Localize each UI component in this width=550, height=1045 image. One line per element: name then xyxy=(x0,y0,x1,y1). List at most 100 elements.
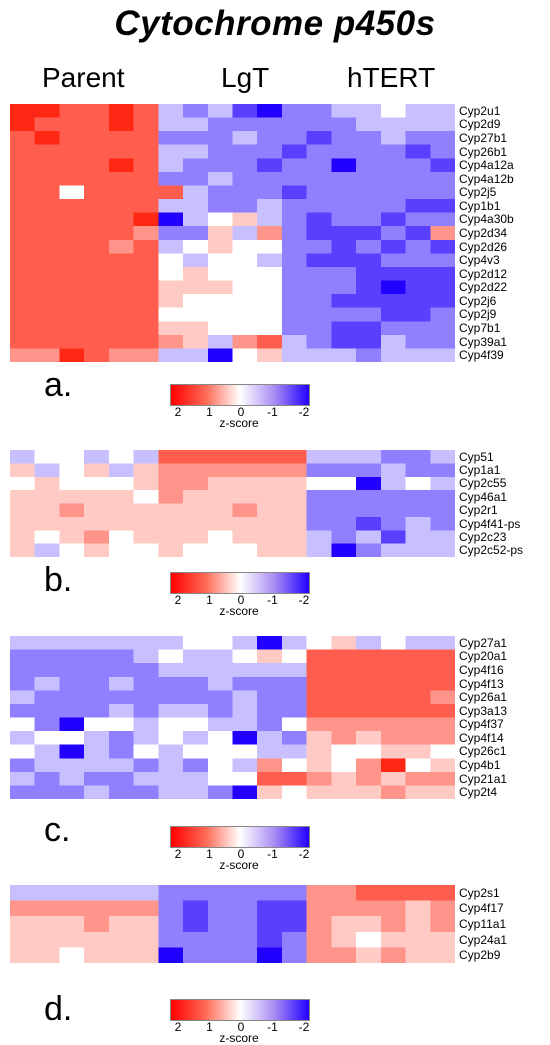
heatmap-cell xyxy=(59,463,85,478)
heatmap-cell xyxy=(306,307,332,322)
heatmap-cell xyxy=(34,266,61,282)
heatmap-cell xyxy=(34,450,61,464)
heatmap-cell xyxy=(356,334,382,350)
heatmap-cell xyxy=(405,649,431,664)
heatmap-cell xyxy=(84,649,110,664)
heatmap-cell xyxy=(34,131,61,146)
heatmap-cell xyxy=(430,321,455,336)
heatmap-cell xyxy=(356,885,382,902)
heatmap-cell xyxy=(306,785,332,799)
heatmap-cell xyxy=(430,636,455,651)
heatmap-cell xyxy=(306,239,332,254)
heatmap-cell xyxy=(34,690,61,705)
heatmap-cell xyxy=(405,785,431,799)
legend-tick: 0 xyxy=(237,1020,245,1034)
heatmap-cell xyxy=(331,226,357,241)
heatmap-cell xyxy=(10,703,36,719)
heatmap-cell xyxy=(380,348,407,362)
heatmap-cell xyxy=(430,212,455,227)
gene-label: Cyp2s1 xyxy=(459,885,500,900)
heatmap-cell xyxy=(405,131,431,146)
heatmap-cell xyxy=(405,916,431,933)
heatmap-cell xyxy=(207,900,234,917)
heatmap-cell xyxy=(133,212,159,227)
heatmap-cell xyxy=(133,307,159,322)
heatmap-cell xyxy=(232,226,258,241)
heatmap-cell xyxy=(59,503,85,518)
heatmap-cell xyxy=(257,503,283,518)
heatmap-cell xyxy=(430,117,455,132)
heatmap-cell xyxy=(59,931,85,948)
heatmap-cell xyxy=(10,212,36,227)
panel-letter: b. xyxy=(44,561,73,599)
heatmap-cell xyxy=(380,226,407,241)
heatmap-cell xyxy=(430,649,455,664)
heatmap-cell xyxy=(108,900,135,917)
heatmap-cell xyxy=(257,158,283,173)
heatmap-cell xyxy=(158,450,184,464)
heatmap-cell xyxy=(356,758,382,773)
legend-tick: 0 xyxy=(237,593,245,607)
heatmap-cell xyxy=(158,185,184,200)
heatmap-cell xyxy=(281,717,308,732)
heatmap-cell xyxy=(133,503,159,518)
heatmap-cell xyxy=(10,530,36,545)
heatmap-cell xyxy=(84,280,110,295)
heatmap-cell xyxy=(207,931,234,948)
heatmap-cell xyxy=(183,503,209,518)
heatmap-cell xyxy=(430,144,455,159)
heatmap-cell xyxy=(108,104,135,119)
gene-label: Cyp51 xyxy=(459,449,494,464)
heatmap-cell xyxy=(158,947,184,963)
heatmap-cell xyxy=(430,543,455,557)
heatmap-cell xyxy=(232,690,258,705)
heatmap-cell xyxy=(34,253,61,268)
heatmap-cell xyxy=(207,947,234,963)
heatmap-cell xyxy=(380,266,407,282)
heatmap-cell xyxy=(108,530,135,545)
heatmap-cell xyxy=(257,334,283,350)
heatmap-cell xyxy=(405,226,431,241)
heatmap-cell xyxy=(306,649,332,664)
heatmap-cell xyxy=(281,758,308,773)
heatmap-cell xyxy=(232,947,258,963)
heatmap-cell xyxy=(84,503,110,518)
heatmap-cell xyxy=(34,947,61,963)
heatmap-cell xyxy=(59,731,85,746)
heatmap-cell xyxy=(158,731,184,746)
heatmap-cell xyxy=(257,530,283,545)
heatmap-cell xyxy=(133,199,159,214)
heatmap-cell xyxy=(183,516,209,531)
heatmap-cell xyxy=(405,717,431,732)
heatmap-cell xyxy=(10,503,36,518)
heatmap-cell xyxy=(405,885,431,902)
heatmap-cell xyxy=(59,253,85,268)
heatmap-cell xyxy=(59,476,85,491)
heatmap-cell xyxy=(84,731,110,746)
heatmap-cell xyxy=(380,771,407,787)
heatmap-cell xyxy=(331,158,357,173)
heatmap-cell xyxy=(84,785,110,799)
heatmap-cell xyxy=(84,266,110,282)
heatmap-cell xyxy=(108,294,135,309)
heatmap-cell xyxy=(10,931,36,948)
gene-label: Cyp2c55 xyxy=(459,476,507,491)
heatmap-cell xyxy=(380,785,407,799)
heatmap-cell xyxy=(108,266,135,282)
heatmap-cell xyxy=(356,490,382,505)
heatmap-cell xyxy=(84,226,110,241)
heatmap-cell xyxy=(158,171,184,187)
heatmap-cell xyxy=(84,463,110,478)
heatmap-cell xyxy=(331,636,357,651)
heatmap-cell xyxy=(405,294,431,309)
gene-label: Cyp2d26 xyxy=(459,239,508,254)
heatmap-cell xyxy=(356,131,382,146)
panel-letter: a. xyxy=(44,366,73,404)
heatmap-cell xyxy=(380,171,407,187)
heatmap-cell xyxy=(257,307,283,322)
heatmap-cell xyxy=(232,321,258,336)
heatmap-cell xyxy=(108,636,135,651)
heatmap-cell xyxy=(356,649,382,664)
heatmap-cell xyxy=(430,253,455,268)
heatmap-cell xyxy=(380,516,407,531)
